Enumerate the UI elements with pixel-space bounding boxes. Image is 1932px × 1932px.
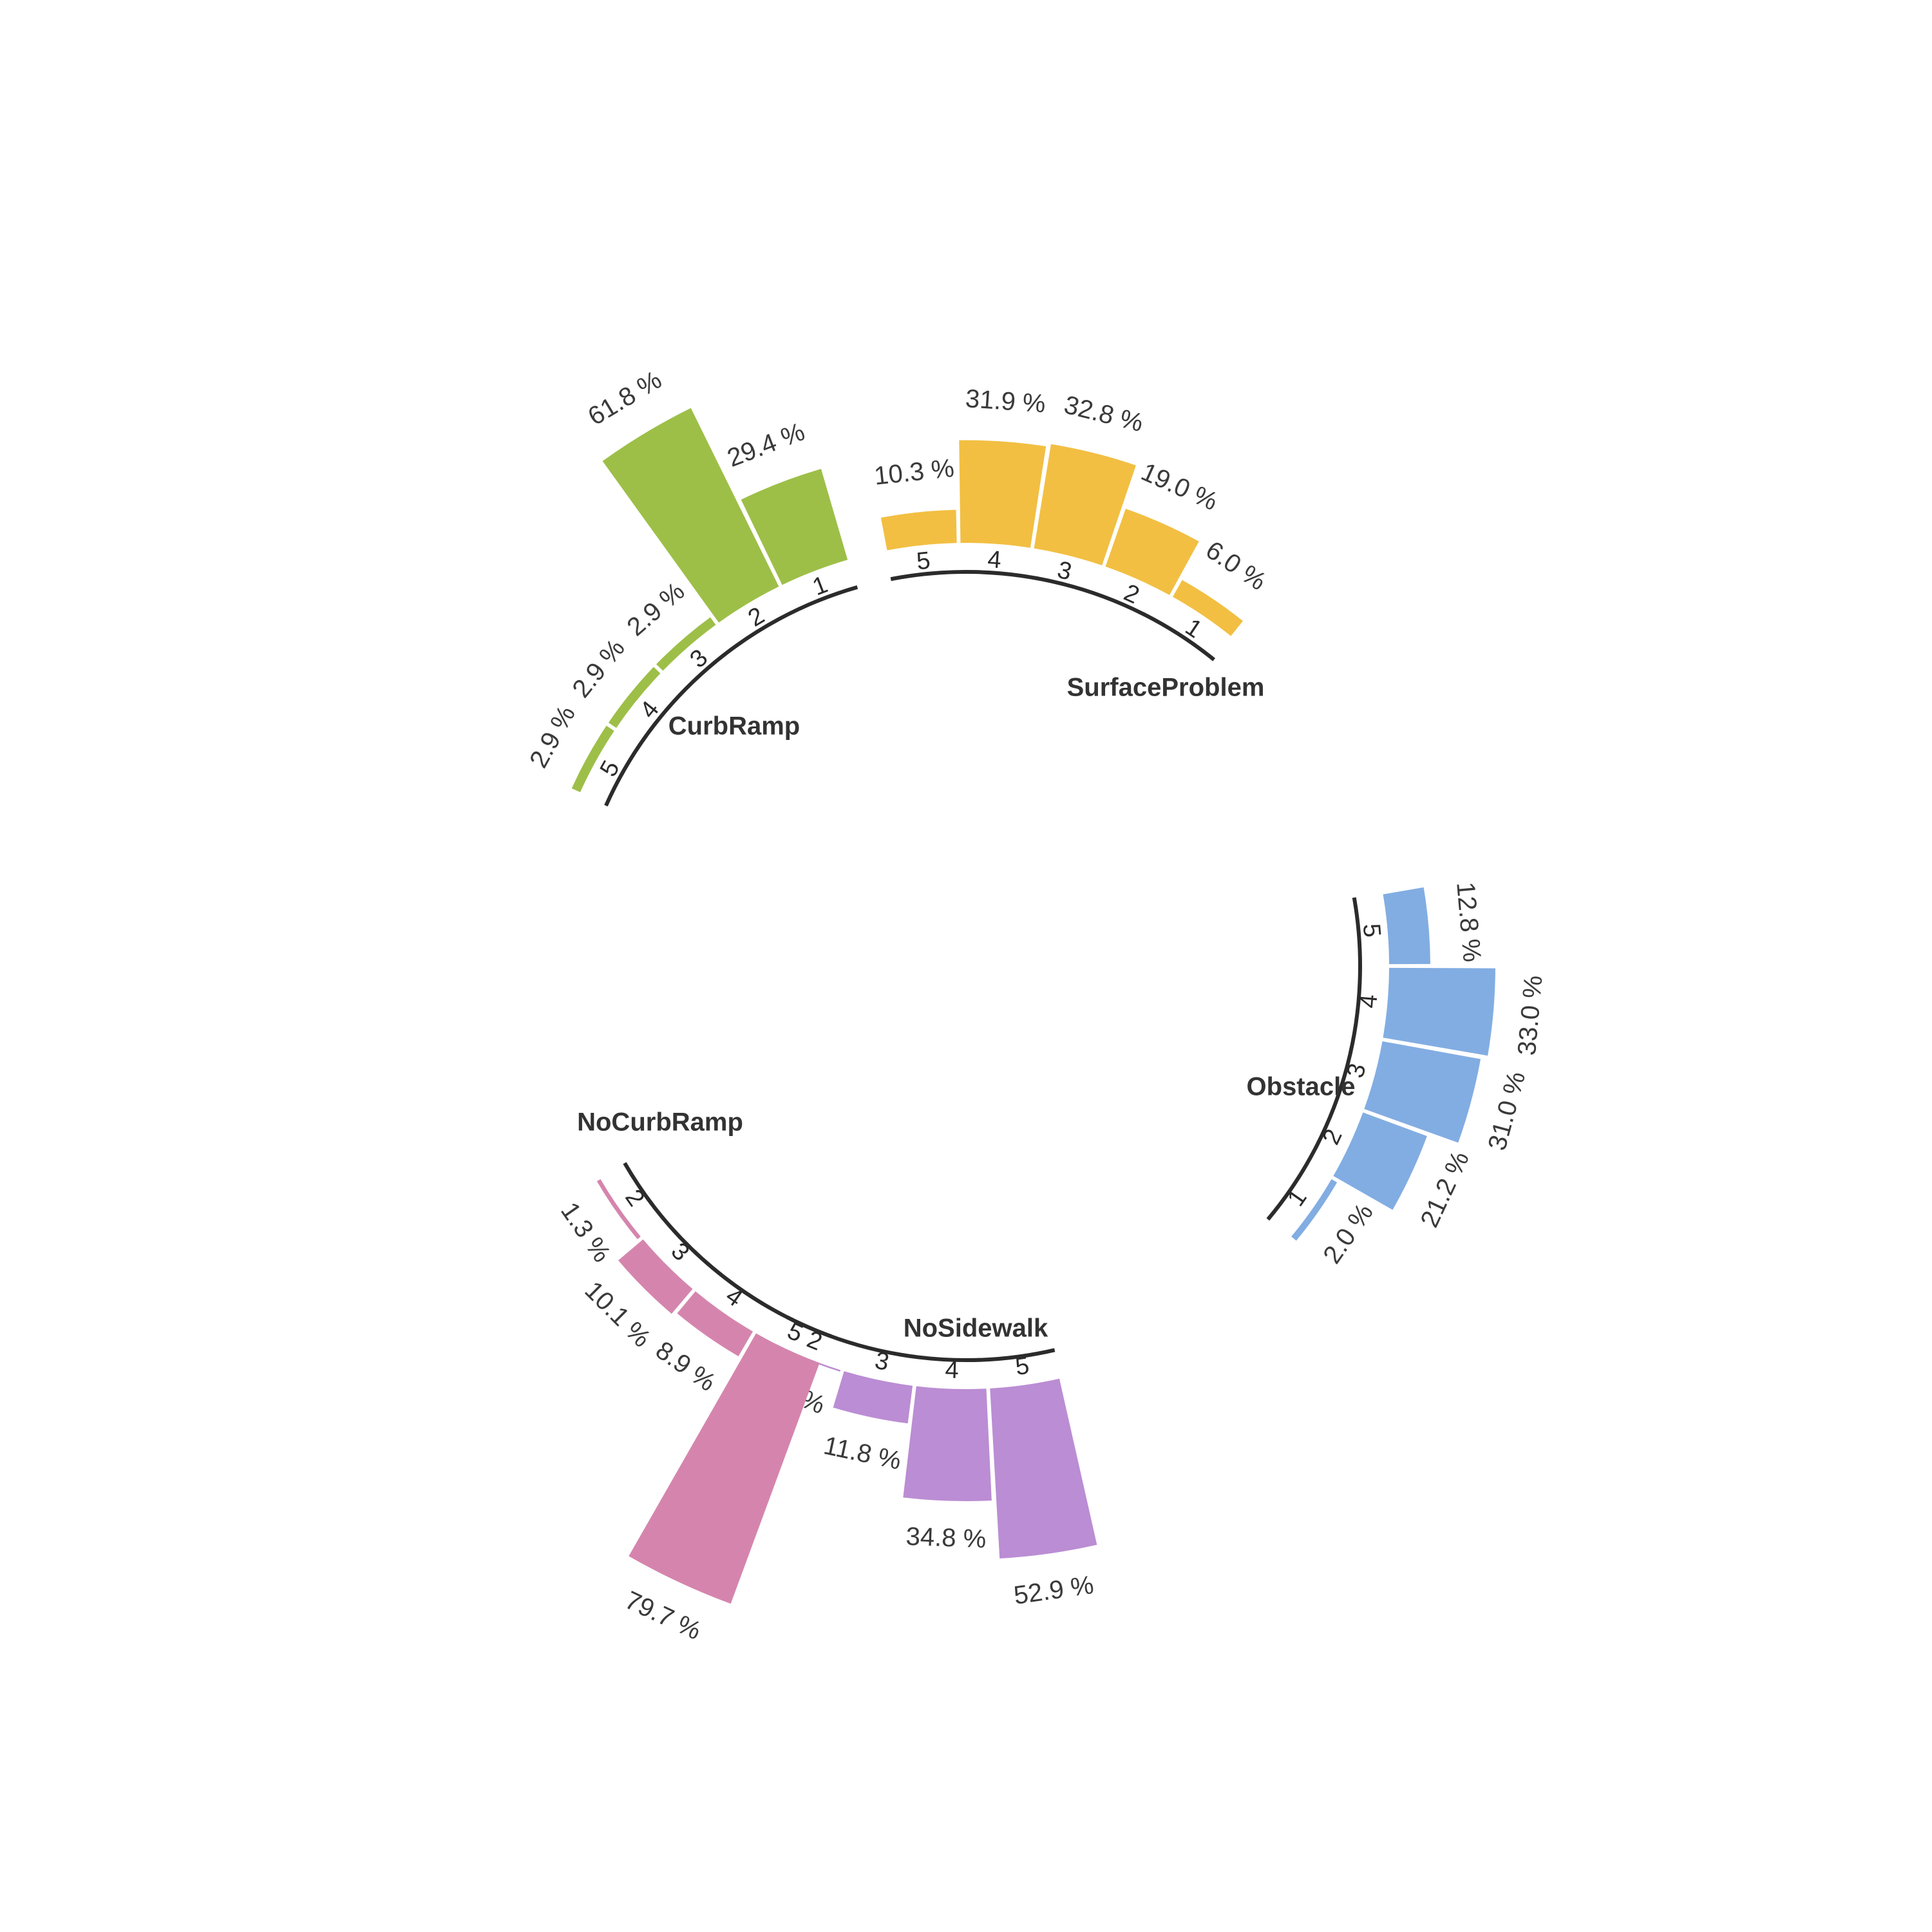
value-label: 79.7 % — [621, 1586, 705, 1646]
group-label: Obstacle — [1247, 1073, 1356, 1101]
bar-surface-problem-4 — [959, 440, 1046, 548]
bar-surface-problem-2 — [1105, 509, 1199, 595]
category-label: 4 — [987, 546, 1002, 574]
value-label: 31.9 % — [965, 384, 1046, 419]
group-bracket — [1266, 897, 1362, 1221]
value-label: 33.0 % — [1513, 974, 1548, 1057]
group-label: SurfaceProblem — [1067, 674, 1265, 702]
value-label: 34.8 % — [905, 1522, 987, 1553]
value-label: 61.8 % — [583, 366, 667, 431]
group-bracket — [623, 1162, 832, 1338]
bar-no-curb-ramp-4 — [677, 1291, 753, 1356]
bar-obstacle-4 — [1383, 967, 1495, 1056]
bar-surface-problem-3 — [1034, 444, 1136, 565]
group-bracket — [890, 570, 1216, 661]
value-label: 21.2 % — [1415, 1147, 1475, 1231]
value-label: 2.0 % — [1318, 1198, 1379, 1269]
value-label: 31.0 % — [1483, 1068, 1531, 1153]
value-label: 1.3 % — [555, 1197, 616, 1267]
bar-no-sidewalk-4 — [903, 1386, 992, 1501]
bar-surface-problem-5 — [880, 509, 957, 551]
category-label: 5 — [1358, 923, 1386, 939]
bar-no-curb-ramp-2 — [596, 1179, 641, 1240]
value-label: 8.9 % — [650, 1336, 721, 1397]
value-label: 11.8 % — [821, 1432, 904, 1475]
group-obstacle: 2.0 %1 21.2 %2 31.0 %333.0 %412.8 %5Obstac… — [1247, 881, 1548, 1269]
category-label: 5 — [915, 547, 931, 576]
bar-surface-problem-1 — [1173, 580, 1244, 636]
category-label: 4 — [945, 1356, 960, 1384]
value-label: 19.0 % — [1137, 458, 1222, 516]
group-surface-problem: 6.0 %119.0 %232.8 %331.9 %410.3 %5Surfac… — [873, 384, 1271, 702]
bar-obstacle-2 — [1333, 1112, 1427, 1210]
bar-curb-ramp-5 — [571, 725, 614, 793]
bar-no-curb-ramp-3 — [618, 1239, 693, 1314]
bar-no-sidewalk-3 — [833, 1371, 913, 1424]
value-label: 12.8 % — [1451, 881, 1486, 963]
bar-curb-ramp-1 — [741, 469, 848, 585]
bar-no-sidewalk-5 — [990, 1378, 1097, 1559]
bar-curb-ramp-2 — [602, 408, 779, 623]
bar-no-sidewalk-2 — [775, 1343, 841, 1372]
bar-obstacle-3 — [1364, 1041, 1481, 1143]
value-label: 2.9 % — [524, 701, 581, 773]
category-label: 3 — [666, 1238, 695, 1267]
value-label: 32.8 % — [1061, 390, 1146, 437]
value-label: 29.4 % — [723, 417, 808, 473]
value-label: 2.9 % — [621, 577, 690, 641]
value-label: 2.9 % — [567, 634, 630, 703]
value-label: 52.9 % — [1012, 1571, 1095, 1610]
value-label: 10.3 % — [873, 454, 955, 491]
group-label: NoSidewalk — [904, 1314, 1048, 1343]
bar-no-curb-ramp-5 — [629, 1333, 820, 1604]
group-bracket — [604, 585, 858, 807]
bar-obstacle-5 — [1383, 887, 1430, 965]
group-label: NoCurbRamp — [577, 1108, 743, 1137]
bar-curb-ramp-3 — [656, 617, 716, 671]
bar-obstacle-1 — [1291, 1179, 1338, 1241]
bar-curb-ramp-4 — [608, 667, 661, 728]
value-label: 6.0 % — [1200, 536, 1271, 596]
group-label: CurbRamp — [668, 712, 800, 741]
